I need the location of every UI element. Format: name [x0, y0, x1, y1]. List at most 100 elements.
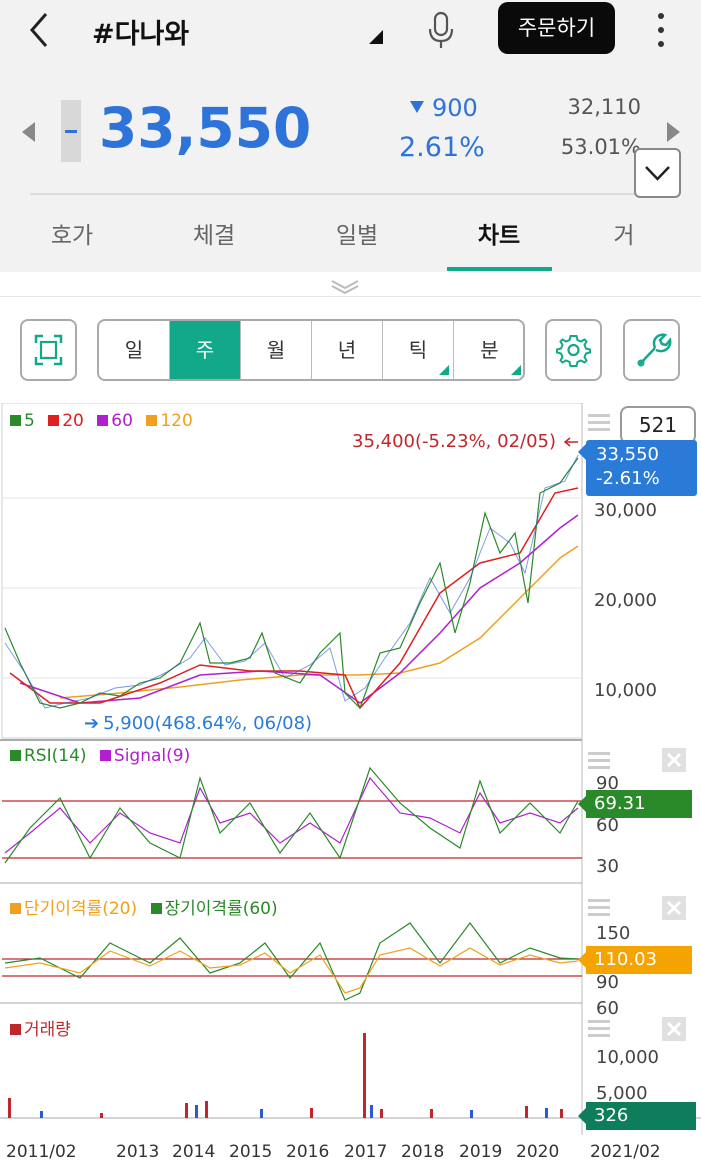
- next-stock-icon[interactable]: [667, 122, 680, 142]
- legend-item: Signal(9): [99, 746, 191, 766]
- close-panel-icon[interactable]: [662, 1017, 686, 1041]
- disparity-value-tag: 110.03: [578, 946, 692, 974]
- legend-swatch: [10, 415, 21, 426]
- mic-icon[interactable]: [425, 10, 457, 50]
- disparity-legend: 단기이격률(20) 장기이격률(60): [10, 894, 286, 919]
- period-month[interactable]: 월: [241, 321, 312, 379]
- divider: [0, 296, 701, 297]
- panel-menu-icon[interactable]: [588, 898, 610, 918]
- legend-swatch: [48, 415, 60, 426]
- legend-label: 120: [160, 411, 193, 431]
- tab-more[interactable]: 거: [613, 223, 635, 249]
- x-axis-label: 2014: [172, 1142, 216, 1162]
- x-axis-label: 2016: [286, 1142, 330, 1162]
- current-price-tag: 33,550 -2.61%: [578, 440, 697, 496]
- panel-menu-icon[interactable]: [588, 1019, 610, 1039]
- legend-label: 장기이격률(60): [164, 899, 278, 919]
- current-price: 33,550: [99, 96, 312, 160]
- prev-stock-icon[interactable]: [22, 122, 35, 142]
- top-bar: #다나와 주문하기: [0, 0, 701, 60]
- order-button[interactable]: 주문하기: [498, 2, 615, 54]
- legend-swatch: [97, 415, 109, 426]
- price-tag-change: -2.61%: [596, 468, 660, 489]
- rsi-value-tag: 69.31: [578, 790, 692, 818]
- chart-sheet: [0, 272, 701, 1172]
- title-dropdown-icon[interactable]: [369, 30, 383, 44]
- tab-daily[interactable]: 일별: [335, 223, 379, 249]
- period-year[interactable]: 년: [312, 321, 383, 379]
- settings-button[interactable]: [545, 319, 602, 381]
- period-minute[interactable]: 분: [454, 321, 523, 379]
- tools-button[interactable]: [623, 319, 680, 381]
- legend-item: 단기이격률(20): [10, 899, 137, 919]
- back-icon[interactable]: [24, 10, 54, 50]
- close-panel-icon[interactable]: [662, 896, 686, 920]
- legend-item: 60: [97, 411, 133, 431]
- legend-item: 장기이격률(60): [150, 899, 278, 919]
- chevron-down-icon: [645, 166, 670, 181]
- x-axis-label: 2015: [229, 1142, 273, 1162]
- period-selector: 일 주 월 년 틱 분: [97, 319, 525, 381]
- gear-icon: [556, 335, 591, 367]
- fullscreen-icon: [34, 334, 63, 366]
- ma-legend: 5 20 60 120: [10, 411, 201, 431]
- price-chart[interactable]: 30,000 20,000 10,000 90 60 30 150 90 60 …: [0, 403, 701, 1135]
- legend-item: RSI(14): [10, 746, 87, 766]
- legend-item: 5: [10, 411, 35, 431]
- price-axis-label: 20,000: [594, 590, 657, 611]
- side-value-1: 32,110: [567, 95, 641, 119]
- x-axis-label: 2018: [401, 1142, 445, 1162]
- tab-orderbook[interactable]: 호가: [50, 223, 94, 249]
- stock-title[interactable]: #다나와: [92, 19, 190, 50]
- legend-swatch: [10, 903, 21, 914]
- dropdown-corner-icon: [511, 365, 521, 375]
- dropdown-corner-icon: [439, 365, 449, 375]
- legend-swatch: [10, 1024, 21, 1035]
- volume-axis-label: 5,000: [596, 1083, 648, 1104]
- low-annotation-label: 5,900(468.64%, 06/08): [103, 713, 313, 734]
- price-axis-label: 10,000: [594, 680, 657, 701]
- x-axis-label: 2011/02: [6, 1142, 77, 1162]
- period-week[interactable]: 주: [170, 321, 241, 379]
- panel-menu-icon[interactable]: [588, 751, 610, 771]
- price-axis-label: 30,000: [594, 500, 657, 521]
- rsi-axis-label: 90: [596, 773, 619, 794]
- rsi-axis-label: 60: [596, 815, 619, 836]
- x-axis-label: 2017: [344, 1142, 388, 1162]
- legend-item: 거래량: [10, 1020, 71, 1040]
- volume-value-tag: 326: [578, 1102, 696, 1130]
- divider: [30, 193, 671, 195]
- low-annotation: ➔ 5,900(468.64%, 06/08): [84, 713, 312, 734]
- legend-label: Signal(9): [113, 746, 191, 766]
- arrow-right-icon: ➔: [84, 713, 100, 734]
- more-options-icon[interactable]: [650, 10, 672, 50]
- period-tick[interactable]: 틱: [383, 321, 454, 379]
- legend-swatch: [150, 903, 162, 914]
- x-axis-label: 2013: [116, 1142, 160, 1162]
- change-amount-value: 900: [432, 94, 478, 122]
- tab-chart[interactable]: 차트: [477, 223, 521, 249]
- legend-label: 거래량: [24, 1020, 71, 1040]
- tab-trades[interactable]: 체결: [192, 223, 236, 249]
- volume-axis-label: 10,000: [596, 1047, 659, 1068]
- close-panel-icon[interactable]: [662, 748, 686, 772]
- legend-item: 20: [48, 411, 84, 431]
- period-minute-label: 분: [480, 338, 499, 362]
- x-axis-label: 2019: [459, 1142, 503, 1162]
- tab-expand-button[interactable]: [634, 148, 681, 198]
- x-axis-label: 2021/02: [590, 1142, 661, 1162]
- legend-label: 단기이격률(20): [24, 899, 138, 919]
- collapse-handle-icon[interactable]: [330, 278, 360, 294]
- legend-swatch: [146, 415, 158, 426]
- price-flag-icon: [61, 100, 81, 162]
- x-axis-label: 2020: [516, 1142, 560, 1162]
- disparity-axis-label: 90: [596, 972, 619, 993]
- change-percent: 2.61%: [399, 132, 485, 163]
- side-value-2: 53.01%: [560, 135, 641, 159]
- period-day[interactable]: 일: [99, 321, 170, 379]
- high-annotation: 35,400(-5.23%, 02/05): [352, 431, 557, 452]
- visible-count-field[interactable]: 521: [620, 406, 696, 444]
- legend-label: 20: [62, 411, 84, 431]
- panel-menu-icon[interactable]: [588, 413, 610, 433]
- fullscreen-button[interactable]: [20, 319, 77, 381]
